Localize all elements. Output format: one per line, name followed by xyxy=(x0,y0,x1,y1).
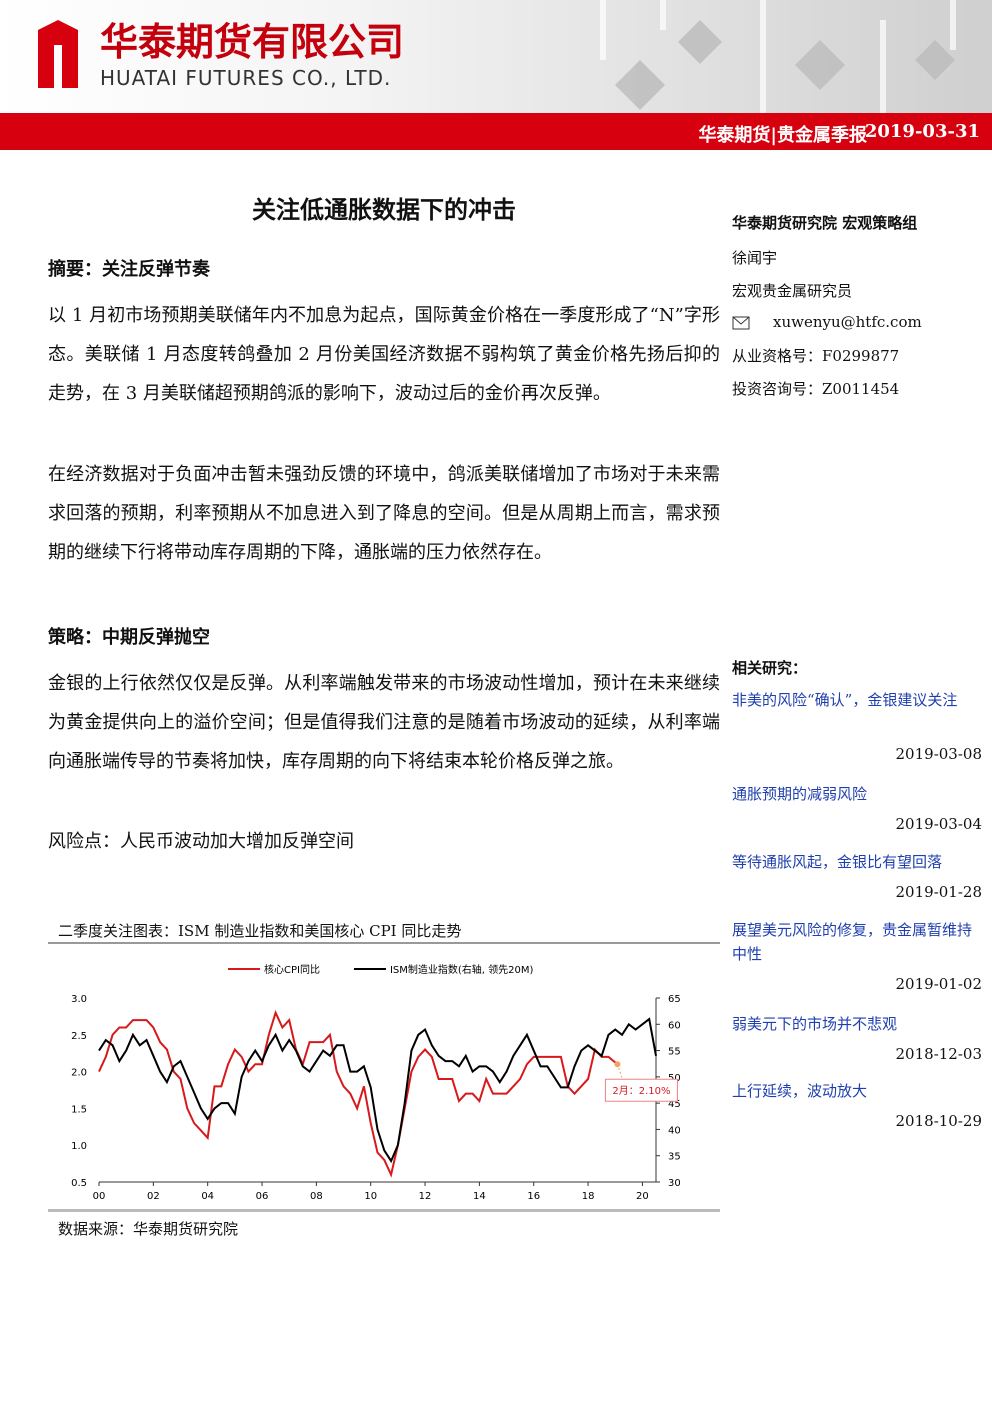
annotation-leader xyxy=(616,1064,623,1080)
x-tick-label: 20 xyxy=(636,1191,649,1202)
x-tick-label: 02 xyxy=(147,1191,160,1202)
figure-caption: 二季度关注图表：ISM 制造业指数和美国核心 CPI 同比走势 xyxy=(58,922,462,940)
email: xuwenyu@htfc.com xyxy=(773,313,922,331)
related-date: 2019-03-08 xyxy=(895,745,982,763)
mail-icon xyxy=(732,316,750,330)
y2-tick-label: 65 xyxy=(668,994,681,1005)
related-title[interactable]: 等待通胀风起，金银比有望回落 xyxy=(732,853,943,871)
y-tick-label: 3.0 xyxy=(71,994,87,1005)
strategy-heading: 策略：中期反弹抛空 xyxy=(48,627,210,648)
y2-tick-label: 40 xyxy=(668,1125,681,1136)
related-title[interactable]: 通胀预期的减弱风险 xyxy=(732,785,868,803)
y-tick-label: 1.5 xyxy=(71,1104,87,1115)
related-title[interactable]: 弱美元下的市场并不悲观 xyxy=(732,1015,898,1033)
header-decor: 华泰期货有限公司 HUATAI FUTURES CO., LTD. xyxy=(38,0,956,113)
annotation-box xyxy=(604,1078,678,1102)
report-name: 华泰期货|贵金属季报 xyxy=(698,125,867,146)
x-tick-label: 12 xyxy=(419,1191,432,1202)
annotation: 2月：2.10% xyxy=(612,1085,670,1097)
y-tick-label: 0.5 xyxy=(71,1178,87,1189)
y2-tick-label: 35 xyxy=(668,1152,681,1163)
x-tick-label: 06 xyxy=(256,1191,269,1202)
rule xyxy=(48,942,720,944)
consult: 投资咨询号：Z0011454 xyxy=(732,380,900,398)
series-line xyxy=(98,1017,657,1164)
paragraph: 以 1 月初市场预期美联储年内不加息为起点，国际黄金价格在一季度形成了“N”字形… xyxy=(48,305,720,404)
rule xyxy=(48,1209,720,1212)
org: 华泰期货研究院 宏观策略组 xyxy=(732,214,918,232)
abstract-heading: 摘要：关注反弹节奏 xyxy=(48,259,210,280)
related-title[interactable]: 上行延续，波动放大 xyxy=(732,1082,868,1100)
related-date: 2018-12-03 xyxy=(895,1045,982,1063)
license: 从业资格号：F0299877 xyxy=(732,347,900,365)
y2-tick-label: 50 xyxy=(668,1073,681,1084)
x-tick-label: 10 xyxy=(364,1191,377,1202)
annotation-point xyxy=(614,1061,621,1068)
related-date: 2018-10-29 xyxy=(895,1112,982,1130)
author: 徐闻宇 xyxy=(732,249,778,267)
company-en: HUATAI FUTURES CO., LTD. xyxy=(100,66,391,90)
y-tick-label: 2.5 xyxy=(71,1031,87,1042)
y2-tick-label: 60 xyxy=(668,1020,681,1031)
x-tick-label: 18 xyxy=(582,1191,595,1202)
y-tick-label: 2.0 xyxy=(71,1068,87,1079)
y2-tick-label: 30 xyxy=(668,1178,681,1189)
report-date: 2019-03-31 xyxy=(864,121,980,142)
report-bar: 华泰期货|贵金属季报 2019-03-31 xyxy=(0,113,992,150)
paragraph: 在经济数据对于负面冲击暂未强劲反馈的环境中，鸽派美联储增加了市场对于未来需求回落… xyxy=(48,464,720,563)
x-tick-label: 16 xyxy=(527,1191,540,1202)
series-line xyxy=(98,1009,619,1178)
chart: 00 02 04 06 08 10 12 14 16 18 20 0.5 1.0 1.5 2.0 2.5 3.0… xyxy=(48,963,720,1212)
x-tick-label: 04 xyxy=(201,1191,214,1202)
legend-label: 核心CPI同比 xyxy=(264,963,320,976)
header-band: 华泰期货有限公司 HUATAI FUTURES CO., LTD. xyxy=(0,0,992,113)
risk: 风险点：人民币波动加大增加反弹空间 xyxy=(48,831,354,852)
role: 宏观贵金属研究员 xyxy=(732,282,853,300)
x-tick-label: 00 xyxy=(93,1191,106,1202)
related-date: 2019-01-28 xyxy=(895,883,982,901)
company-name: 华泰期货有限公司 xyxy=(100,20,404,64)
y2-tick-label: 55 xyxy=(668,1047,681,1058)
x-tick-label: 14 xyxy=(473,1191,486,1202)
related-date: 2019-01-02 xyxy=(895,975,982,993)
legend-label: ISM制造业指数(右轴, 领先20M) xyxy=(390,963,534,976)
y-tick-label: 1.0 xyxy=(71,1141,87,1152)
related-title[interactable]: 展望美元风险的修复，贵金属暂维持中性 xyxy=(732,921,973,963)
figure-source: 数据来源：华泰期货研究院 xyxy=(58,1220,239,1238)
title: 关注低通胀数据下的冲击 xyxy=(252,195,516,224)
related-title[interactable]: 非美的风险“确认”，金银建议关注 xyxy=(732,691,958,709)
x-tick-label: 08 xyxy=(310,1191,323,1202)
paragraph: 金银的上行依然仅仅是反弹。从利率端触发带来的市场波动性增加，预计在未来继续为黄金… xyxy=(48,673,720,772)
related-date: 2019-03-04 xyxy=(895,815,982,833)
related-heading: 相关研究： xyxy=(732,659,808,677)
y2-tick-label: 45 xyxy=(668,1099,681,1110)
